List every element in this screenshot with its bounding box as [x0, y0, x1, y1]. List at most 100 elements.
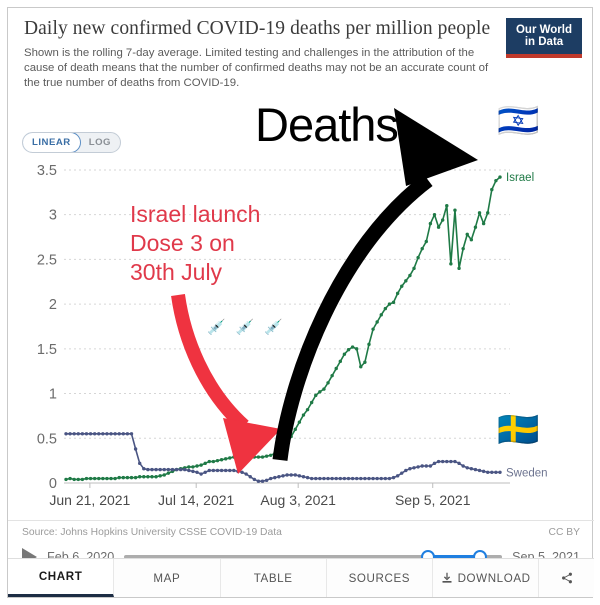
data-point-sweden	[248, 475, 252, 479]
data-point-sweden	[330, 476, 334, 481]
data-point-sweden	[338, 476, 343, 481]
data-point-israel	[260, 455, 265, 459]
data-point-sweden	[481, 469, 486, 474]
data-point-israel	[150, 475, 154, 479]
data-point-sweden	[84, 432, 89, 436]
data-point-sweden	[457, 461, 461, 466]
data-point-israel	[305, 407, 310, 412]
data-point-israel	[125, 475, 130, 480]
data-point-sweden	[486, 470, 490, 474]
data-point-israel	[387, 302, 392, 306]
data-point-sweden	[334, 476, 338, 481]
data-point-israel	[211, 459, 216, 464]
y-tick-label: 1	[49, 387, 57, 403]
data-point-israel	[465, 232, 469, 237]
chart-plot-area[interactable]: 0 0.5 1 1.5 2 2.5 3 3.5 Jun 21, 2021 Jul 14, 2021…	[8, 153, 594, 513]
data-point-israel	[154, 475, 158, 479]
data-point-sweden	[281, 474, 285, 478]
data-point-sweden	[453, 459, 457, 464]
data-point-sweden	[363, 476, 367, 481]
data-point-israel	[158, 474, 162, 478]
data-point-sweden	[342, 476, 347, 481]
data-point-sweden	[109, 432, 113, 436]
tab-share[interactable]	[539, 559, 594, 597]
download-icon	[442, 572, 452, 583]
data-point-sweden	[203, 470, 207, 474]
scale-toggle[interactable]: LINEAR LOG	[22, 132, 122, 153]
data-point-israel	[445, 204, 449, 208]
data-point-sweden	[289, 473, 293, 477]
tab-map[interactable]: MAP	[114, 559, 221, 597]
data-point-sweden	[412, 466, 416, 470]
tab-download[interactable]: DOWNLOAD	[433, 559, 540, 597]
data-point-sweden	[146, 467, 150, 472]
data-point-israel	[453, 208, 457, 212]
data-point-sweden	[465, 466, 469, 470]
data-point-sweden	[195, 470, 199, 474]
toggle-log[interactable]: LOG	[88, 137, 112, 148]
data-point-israel	[256, 455, 261, 459]
data-point-sweden	[68, 432, 72, 436]
data-point-israel	[137, 475, 142, 479]
tab-sources[interactable]: SOURCES	[326, 559, 433, 597]
toggle-linear[interactable]: LINEAR	[23, 133, 81, 152]
data-point-sweden	[92, 432, 97, 436]
data-point-israel	[412, 266, 416, 271]
data-point-israel	[490, 187, 494, 192]
data-point-sweden	[269, 476, 273, 481]
data-point-israel	[404, 279, 408, 283]
data-point-sweden	[428, 464, 433, 468]
tab-chart[interactable]: CHART	[8, 559, 115, 597]
data-point-israel	[486, 211, 490, 215]
data-point-israel	[244, 454, 248, 458]
series-line-sweden	[66, 433, 500, 483]
data-point-israel	[314, 393, 318, 398]
data-point-israel	[162, 473, 166, 477]
bottom-tabs[interactable]: CHART MAP TABLE SOURCES DOWNLOAD	[8, 558, 594, 597]
data-point-sweden	[445, 459, 449, 464]
data-point-israel	[129, 475, 134, 480]
data-point-israel	[457, 266, 461, 271]
data-point-israel	[105, 476, 109, 481]
data-point-sweden	[64, 432, 68, 436]
y-tick-label: 0.5	[37, 431, 57, 447]
data-point-sweden	[117, 432, 121, 436]
data-point-israel	[301, 413, 306, 417]
data-point-sweden	[416, 465, 420, 469]
data-point-sweden	[178, 467, 183, 472]
data-point-sweden	[293, 473, 297, 477]
slider-bar	[124, 555, 503, 559]
data-point-sweden	[318, 476, 322, 481]
data-point-israel	[146, 475, 150, 479]
data-point-israel	[367, 342, 371, 347]
data-point-sweden	[223, 468, 228, 473]
data-point-sweden	[367, 476, 371, 481]
data-point-israel	[252, 455, 257, 459]
data-point-israel	[498, 175, 502, 179]
data-point-sweden	[469, 466, 474, 471]
data-point-israel	[334, 366, 338, 371]
data-point-israel	[432, 212, 437, 217]
y-tick-label: 2	[49, 297, 57, 313]
data-point-sweden	[387, 476, 392, 481]
data-point-sweden	[354, 476, 359, 481]
data-point-sweden	[432, 461, 437, 466]
israel-flag-icon: 🇮🇱	[497, 102, 540, 140]
data-point-sweden	[359, 476, 363, 481]
data-point-israel	[395, 291, 400, 296]
owid-chart-card: Daily new confirmed COVID-19 deaths per …	[7, 7, 594, 598]
data-point-israel	[477, 211, 482, 215]
data-point-sweden	[395, 474, 400, 478]
data-point-sweden	[346, 476, 351, 481]
data-point-israel	[113, 476, 117, 481]
data-point-israel	[424, 239, 429, 244]
data-point-israel	[133, 475, 138, 480]
x-tick-label: Jun 21, 2021	[49, 492, 130, 508]
data-point-sweden	[461, 464, 465, 468]
tab-table[interactable]: TABLE	[220, 559, 327, 597]
data-point-israel	[228, 456, 232, 460]
owid-logo[interactable]: Our World in Data	[506, 18, 582, 58]
data-point-sweden	[142, 466, 146, 471]
y-tick-label: 2.5	[37, 252, 57, 268]
data-point-sweden	[101, 432, 105, 436]
